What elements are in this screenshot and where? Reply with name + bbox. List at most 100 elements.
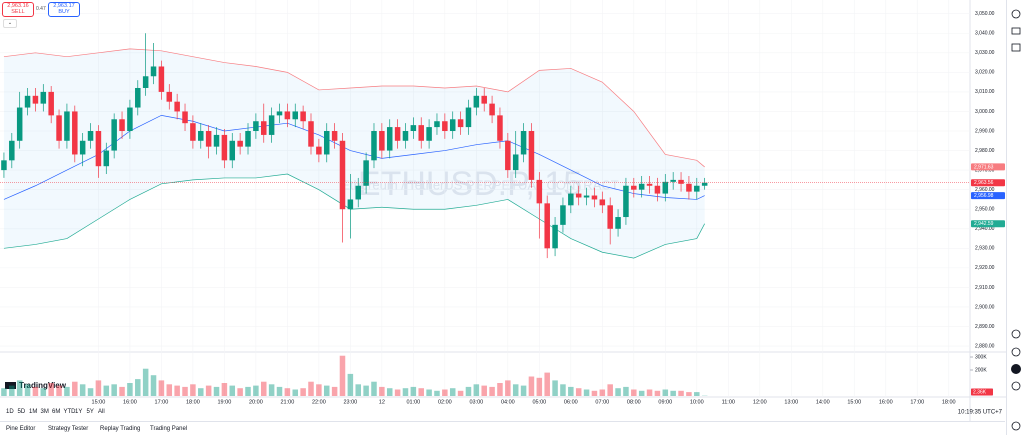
- candle-body: [560, 205, 566, 225]
- candle-body: [284, 111, 291, 120]
- clock: 10:19:35 UTC+7: [958, 410, 1003, 416]
- volume-bar: [678, 390, 684, 396]
- candle-body: [552, 224, 558, 249]
- y-tick-label: 3,030.00: [975, 50, 995, 56]
- volume-bar: [87, 388, 94, 396]
- x-tick-label: 13:00: [784, 399, 798, 405]
- candle-body: [489, 103, 495, 116]
- volume-marker: [971, 388, 993, 396]
- target-icon[interactable]: [1011, 329, 1021, 339]
- volume-bar: [646, 389, 653, 396]
- bottom-toolbar: Pine Editor Strategy Tester Replay Trading…: [0, 421, 1005, 435]
- bottom-tab[interactable]: Replay Trading: [100, 426, 141, 432]
- sell-button[interactable]: 2,963.16 SELL: [2, 2, 34, 17]
- volume-bar: [142, 368, 149, 396]
- volume-bar: [457, 390, 464, 396]
- layers-icon[interactable]: [1011, 27, 1021, 35]
- volume-bar: [190, 384, 196, 396]
- y-tick-label: 2,920.00: [975, 265, 995, 271]
- candle-body: [434, 121, 440, 128]
- candle-body: [9, 140, 15, 161]
- range-button[interactable]: 5D: [17, 409, 26, 415]
- volume-bar: [127, 383, 133, 396]
- x-tick-label: 07:00: [595, 399, 609, 405]
- candle-body: [638, 183, 645, 190]
- x-tick-label: 01:00: [406, 399, 420, 405]
- candle-body: [418, 125, 424, 141]
- volume-bar: [694, 392, 700, 396]
- volume-bar: [150, 375, 157, 396]
- volume-bar: [615, 388, 621, 396]
- x-tick-label: 16:00: [879, 399, 893, 405]
- logo-mark: [5, 382, 16, 389]
- y-tick-label: 2,880.00: [975, 343, 995, 349]
- candle-body: [127, 107, 133, 132]
- range-button[interactable]: 1Y: [75, 409, 83, 415]
- bottom-tab[interactable]: Pine Editor: [6, 426, 36, 432]
- candle-body: [253, 121, 259, 132]
- apps-icon[interactable]: [1011, 364, 1021, 374]
- volume-bar: [276, 386, 283, 396]
- volume-bar: [473, 384, 480, 396]
- volume-bar: [339, 355, 346, 396]
- candle-body: [347, 199, 354, 210]
- range-button[interactable]: All: [98, 409, 105, 415]
- watchlist-icon[interactable]: [1011, 43, 1021, 52]
- volume-bar: [111, 384, 117, 396]
- alert-icon[interactable]: [1011, 9, 1021, 19]
- help-icon[interactable]: [1011, 421, 1021, 431]
- volume-bar: [205, 385, 212, 396]
- candle-body: [331, 131, 338, 141]
- y-tick-label: 2,970.00: [975, 167, 995, 173]
- x-tick-label: 21:00: [280, 399, 294, 405]
- logo: TradingView: [5, 381, 67, 390]
- candle-body: [465, 107, 472, 128]
- range-button[interactable]: 1D: [6, 409, 14, 415]
- candle-body: [678, 179, 684, 184]
- volume-bar: [568, 386, 574, 396]
- candle-body: [300, 111, 306, 122]
- candle-body: [339, 140, 346, 210]
- collapse-button[interactable]: ⌄: [3, 19, 17, 28]
- buy-button[interactable]: 2,963.17 BUY: [48, 2, 80, 17]
- range-button[interactable]: 6M: [52, 409, 61, 415]
- candle-body: [512, 154, 519, 171]
- x-tick-label: 04:00: [501, 399, 515, 405]
- volume-tick-label: 200K: [975, 367, 987, 373]
- volume-bar: [64, 386, 70, 396]
- candle-body: [316, 146, 322, 155]
- range-button[interactable]: 5Y: [86, 409, 94, 415]
- candle-body: [142, 76, 149, 88]
- volume-bar: [520, 385, 527, 396]
- candle-body: [221, 134, 228, 161]
- range-button[interactable]: 1M: [29, 409, 38, 415]
- y-tick-label: 2,960.00: [975, 187, 995, 193]
- chat-icon[interactable]: [1011, 347, 1021, 357]
- candle-body: [505, 140, 511, 171]
- volume-bar: [79, 384, 86, 396]
- candle-body: [449, 119, 456, 132]
- volume-bar: [528, 376, 535, 396]
- x-tick-label: 15:00: [847, 399, 861, 405]
- candle-body: [402, 131, 409, 141]
- x-tick-label: 18:00: [186, 399, 200, 405]
- volume-bar: [166, 384, 173, 396]
- spread: 0.47: [36, 6, 46, 12]
- volume-bar: [583, 389, 590, 396]
- range-button[interactable]: 3M: [40, 409, 49, 415]
- bottom-tab[interactable]: Trading Panel: [150, 426, 188, 432]
- bottom-tab[interactable]: Strategy Tester: [48, 426, 89, 432]
- volume-bar: [95, 380, 102, 396]
- range-button[interactable]: YTD: [63, 409, 76, 415]
- candle-body: [599, 199, 606, 206]
- y-tick-label: 3,000.00: [975, 109, 995, 115]
- candle-body: [213, 134, 220, 147]
- watermark-symbol: ETHUSD.P, 15: [358, 165, 582, 203]
- toolbar-icons: [1011, 9, 1021, 431]
- y-tick-label: 3,010.00: [975, 89, 995, 95]
- x-tick-label: 11:00: [722, 399, 735, 405]
- volume-bar: [355, 384, 361, 396]
- candle-body: [135, 87, 141, 108]
- candle-body: [701, 182, 708, 186]
- notifications-icon[interactable]: [1011, 381, 1021, 391]
